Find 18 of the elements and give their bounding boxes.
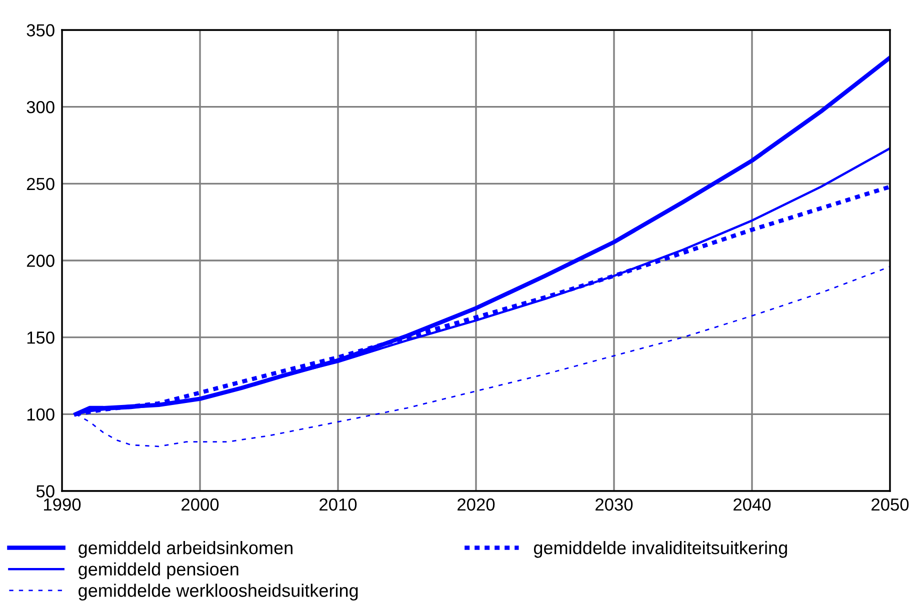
legend-label: gemiddeld arbeidsinkomen xyxy=(78,541,292,558)
y-tick-label: 300 xyxy=(26,101,54,114)
x-tick-label: 2040 xyxy=(734,498,771,511)
legend-label: gemiddelde werkloosheidsuitkering xyxy=(78,584,358,601)
y-tick-label: 200 xyxy=(26,254,54,267)
y-tick-label: 50 xyxy=(36,485,54,498)
legend-label: gemiddeld pensioen xyxy=(78,562,238,580)
y-tick-label: 250 xyxy=(26,178,54,190)
x-tick-label: 1990 xyxy=(44,498,81,511)
y-tick-label: 150 xyxy=(27,332,54,344)
x-tick-label: 2050 xyxy=(872,498,909,511)
x-tick-label: 2020 xyxy=(458,498,495,511)
y-tick-label: 100 xyxy=(27,408,54,421)
x-tick-label: 2000 xyxy=(182,498,219,511)
legend-label: gemiddelde invaliditeitsuitkering xyxy=(534,541,787,558)
x-tick-label: 2010 xyxy=(320,498,357,511)
x-tick-label: 2030 xyxy=(596,498,633,511)
y-tick-label: 350 xyxy=(26,24,54,36)
